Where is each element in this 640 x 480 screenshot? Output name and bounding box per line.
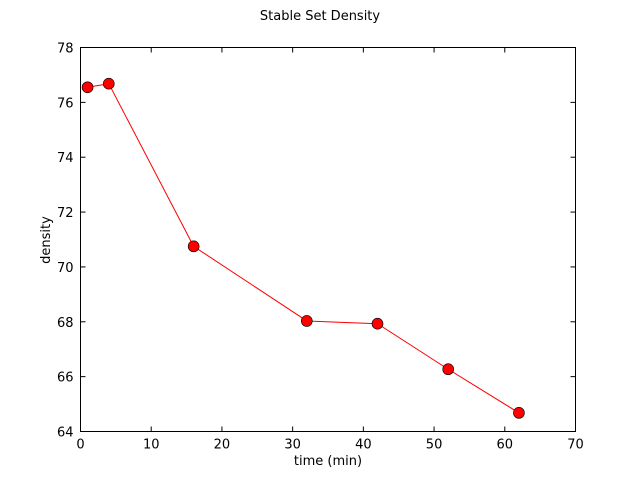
y-tick-label: 78 bbox=[57, 42, 74, 57]
x-tick-label: 20 bbox=[214, 438, 231, 453]
y-tick-label: 76 bbox=[57, 96, 74, 111]
data-point bbox=[187, 240, 200, 253]
y-tick-label: 74 bbox=[57, 151, 74, 166]
y-axis-label: density bbox=[39, 216, 54, 264]
data-point bbox=[300, 315, 313, 327]
axis-ticks: 0 10 20 30 40 50 60 70 64 66 68 70 72 74 76 78 bbox=[57, 42, 584, 453]
chart-title: Stable Set Density bbox=[260, 9, 381, 24]
data-point bbox=[513, 407, 525, 419]
plot-area-frame bbox=[80, 47, 576, 432]
y-tick-label: 68 bbox=[57, 316, 74, 331]
data-point bbox=[102, 77, 115, 90]
data-point bbox=[442, 363, 455, 376]
y-tick-label: 66 bbox=[57, 371, 74, 386]
x-tick-label: 10 bbox=[143, 438, 160, 453]
y-tick-label: 64 bbox=[57, 426, 74, 441]
series-line bbox=[87, 83, 520, 414]
y-tick-label: 72 bbox=[57, 206, 74, 221]
data-point bbox=[371, 317, 384, 330]
x-tick-label: 0 bbox=[76, 438, 84, 453]
x-tick-label: 60 bbox=[497, 438, 514, 453]
x-tick-label: 30 bbox=[284, 438, 301, 453]
data-point bbox=[81, 81, 94, 94]
x-axis-label: time (min) bbox=[294, 454, 362, 469]
x-tick-label: 50 bbox=[426, 438, 443, 453]
data-series bbox=[81, 77, 525, 419]
y-tick-label: 70 bbox=[57, 261, 74, 276]
x-tick-label: 40 bbox=[355, 438, 372, 453]
x-tick-label: 70 bbox=[567, 438, 584, 453]
